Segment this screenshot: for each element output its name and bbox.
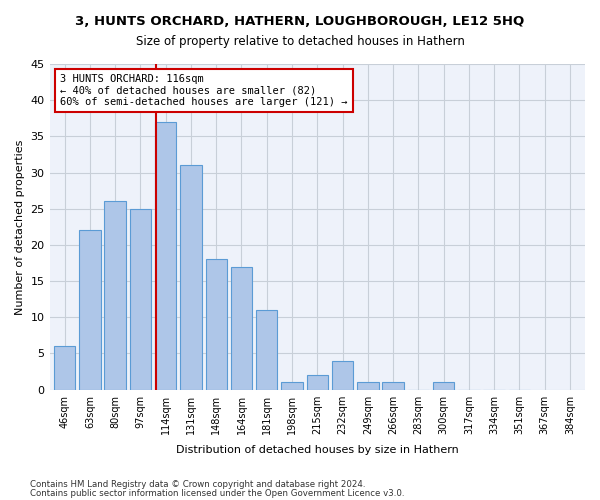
Bar [231, 266, 252, 390]
Bar [281, 382, 303, 390]
Text: Size of property relative to detached houses in Hathern: Size of property relative to detached ho… [136, 35, 464, 48]
Bar [54, 346, 76, 390]
Text: 3, HUNTS ORCHARD, HATHERN, LOUGHBOROUGH, LE12 5HQ: 3, HUNTS ORCHARD, HATHERN, LOUGHBOROUGH,… [76, 15, 524, 28]
Bar [104, 202, 126, 390]
Text: Contains public sector information licensed under the Open Government Licence v3: Contains public sector information licen… [30, 488, 404, 498]
Bar [307, 375, 328, 390]
Bar [206, 260, 227, 390]
Bar [433, 382, 454, 390]
Bar [155, 122, 176, 390]
Bar [180, 166, 202, 390]
Bar [79, 230, 101, 390]
Y-axis label: Number of detached properties: Number of detached properties [15, 139, 25, 314]
Bar [357, 382, 379, 390]
Bar [256, 310, 277, 390]
Text: Contains HM Land Registry data © Crown copyright and database right 2024.: Contains HM Land Registry data © Crown c… [30, 480, 365, 489]
Bar [130, 208, 151, 390]
Bar [332, 360, 353, 390]
Bar [382, 382, 404, 390]
X-axis label: Distribution of detached houses by size in Hathern: Distribution of detached houses by size … [176, 445, 458, 455]
Text: 3 HUNTS ORCHARD: 116sqm
← 40% of detached houses are smaller (82)
60% of semi-de: 3 HUNTS ORCHARD: 116sqm ← 40% of detache… [60, 74, 348, 107]
